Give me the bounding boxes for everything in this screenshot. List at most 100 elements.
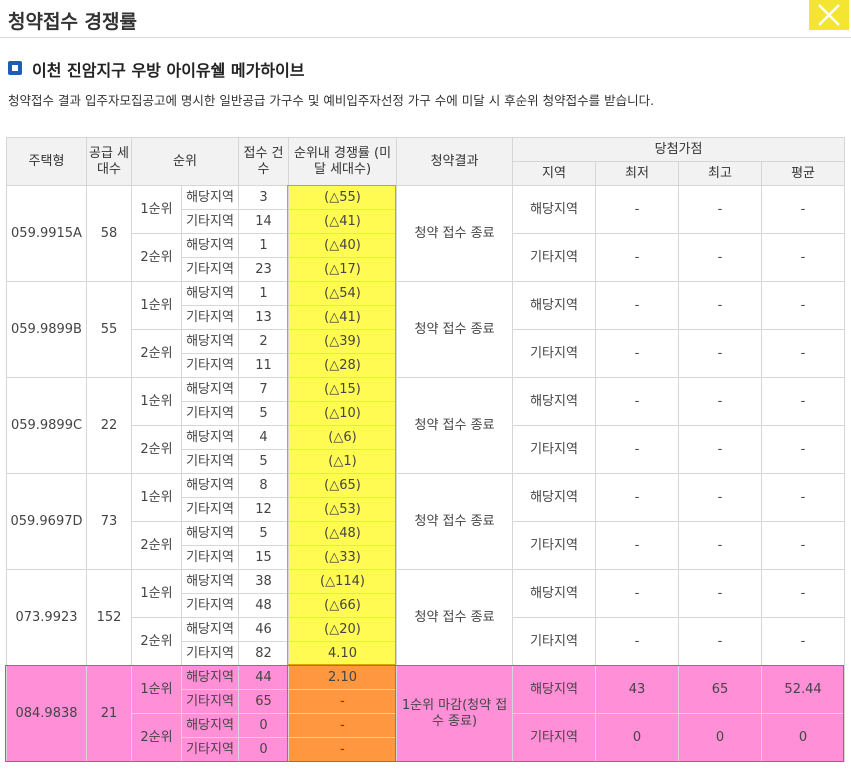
rank-cell: 2순위 [131, 425, 182, 474]
table-row: 073.9923 152 1순위 해당지역 38 (△114) 청약 접수 종료 해당지역 - -… [6, 569, 846, 666]
area-cell: 기타지역 [180, 305, 240, 330]
area-cell: 해당지역 [180, 521, 240, 546]
area-cell: 해당지역 [180, 617, 240, 642]
close-button[interactable] [809, 0, 849, 30]
score-min-cell: 0 [595, 713, 680, 762]
table-row: 2순위 해당지역 0- 기타지역 0 0 0 [7, 713, 846, 762]
table-row: 2순위 해당지역 46 (△20) 기타지역 - - - [7, 617, 846, 666]
score-region-cell: 기타지역 [512, 617, 597, 666]
score-min-cell: - [595, 233, 680, 282]
score-avg-cell: - [761, 233, 846, 282]
score-region-cell: 기타지역 [512, 329, 597, 378]
score-min-cell: - [595, 521, 680, 570]
score-avg-cell: - [761, 521, 846, 570]
applications-cell: 11 [238, 353, 290, 378]
score-min-cell: - [595, 185, 680, 234]
applications-cell: 2 [238, 329, 290, 354]
house-type-cell: 059.9915A [6, 185, 87, 282]
rate-cell: (△28) [288, 353, 398, 378]
result-cell: 청약 접수 종료 [396, 569, 514, 666]
rank-cell: 1순위 [131, 569, 182, 618]
rank-cell: 1순위 [131, 185, 182, 234]
score-avg-cell: - [761, 617, 846, 666]
area-cell: 해당지역 [180, 377, 240, 402]
score-min-cell: 43 [595, 665, 680, 714]
applications-cell: 44 [238, 665, 290, 690]
header-house-type: 주택형 [6, 137, 87, 186]
table-row: 기타지역 5 (△10) [7, 401, 845, 426]
table-row: 기타지역 65- [7, 689, 845, 714]
score-min-cell: - [595, 617, 680, 666]
applications-cell: 46 [238, 617, 290, 642]
header-winning-score: 당첨가점 [512, 137, 846, 162]
rate-cell: (△48) [288, 521, 398, 546]
supply-cell: 55 [86, 281, 132, 378]
table-row: 2순위 해당지역 2 (△39) 기타지역 - - - [7, 329, 846, 378]
applications-cell: 8 [238, 473, 290, 498]
area-cell: 기타지역 [180, 209, 240, 234]
rate-cell: 2.10 [288, 665, 398, 690]
applications-cell: 7 [238, 377, 290, 402]
table-row: 기타지역 0- [7, 737, 845, 762]
score-region-cell: 해당지역 [512, 377, 597, 426]
rank-cell: 1순위 [131, 473, 182, 522]
result-cell: 1순위 마감(청약 접수 종료) [396, 665, 514, 762]
table-row: 059.9899B 55 1순위 해당지역 1 (△54) 청약 접수 종료 해당지역 - - - [6, 281, 846, 378]
rate-cell: - [288, 713, 398, 738]
score-avg-cell: 52.44 [761, 665, 846, 714]
window-title: 청약접수 경쟁률 [8, 11, 137, 33]
table-row: 2순위 해당지역 5 (△48) 기타지역 - - - [7, 521, 846, 570]
area-cell: 해당지역 [180, 329, 240, 354]
rate-cell: - [288, 689, 398, 714]
rate-cell: (△114) [288, 569, 398, 594]
score-avg-cell: - [761, 425, 846, 474]
section-title: 이천 진암지구 우방 아이유쉘 메가하이브 [32, 61, 305, 80]
score-max-cell: 65 [678, 665, 763, 714]
square-bullet-icon [8, 61, 22, 75]
applications-cell: 0 [238, 737, 290, 762]
house-type-cell: 059.9697D [6, 473, 87, 570]
rate-cell: (△40) [288, 233, 398, 258]
area-cell: 기타지역 [180, 497, 240, 522]
score-min-cell: - [595, 377, 680, 426]
rate-cell: (△10) [288, 401, 398, 426]
rank-cell: 2순위 [131, 233, 182, 282]
score-min-cell: - [595, 425, 680, 474]
table-row: 059.9899C 22 1순위 해당지역 7 (△15) 청약 접수 종료 해당지역 - - - [6, 377, 846, 474]
score-region-cell: 기타지역 [512, 233, 597, 282]
area-cell: 해당지역 [180, 473, 240, 498]
result-cell: 청약 접수 종료 [396, 473, 514, 570]
applications-cell: 23 [238, 257, 290, 282]
supply-cell: 22 [86, 377, 132, 474]
score-max-cell: 0 [678, 713, 763, 762]
applications-cell: 1 [238, 281, 290, 306]
table-row: 기타지역 13 (△41) [7, 305, 845, 330]
score-region-cell: 해당지역 [512, 665, 597, 714]
area-cell: 해당지역 [180, 233, 240, 258]
result-cell: 청약 접수 종료 [396, 281, 514, 378]
header-supply: 공급 세대수 [86, 137, 132, 186]
rate-cell: (△65) [288, 473, 398, 498]
header-result: 청약결과 [396, 137, 514, 186]
area-cell: 해당지역 [180, 569, 240, 594]
rate-cell: (△41) [288, 305, 398, 330]
area-cell: 기타지역 [180, 257, 240, 282]
table-row: 059.9697D 73 1순위 해당지역 8 (△65) 청약 접수 종료 해당지역 - - - [6, 473, 846, 570]
score-region-cell: 기타지역 [512, 425, 597, 474]
area-cell: 해당지역 [180, 665, 240, 690]
rate-cell: - [288, 737, 398, 762]
rate-cell: (△15) [288, 377, 398, 402]
score-max-cell: - [678, 377, 763, 426]
applications-cell: 12 [238, 497, 290, 522]
rate-cell: 4.10 [288, 641, 398, 666]
score-max-cell: - [678, 617, 763, 666]
score-max-cell: - [678, 329, 763, 378]
applications-cell: 15 [238, 545, 290, 570]
applications-cell: 82 [238, 641, 290, 666]
area-cell: 기타지역 [180, 545, 240, 570]
applications-cell: 4 [238, 425, 290, 450]
rank-cell: 2순위 [131, 521, 182, 570]
rank-cell: 2순위 [131, 617, 182, 666]
applications-cell: 65 [238, 689, 290, 714]
score-region-cell: 해당지역 [512, 281, 597, 330]
